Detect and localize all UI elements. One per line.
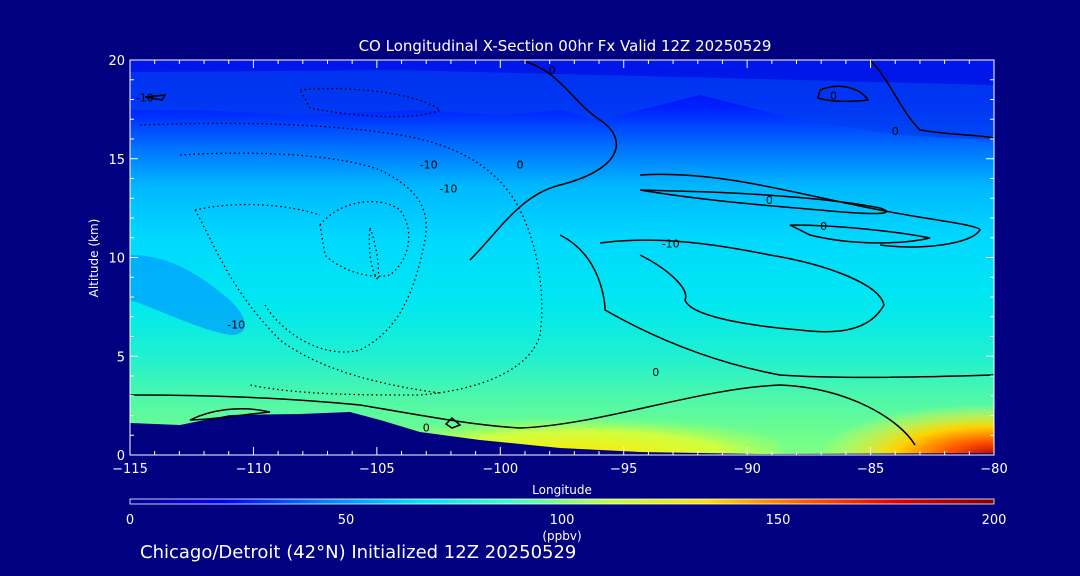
contour-line bbox=[144, 94, 167, 101]
contour-line bbox=[599, 239, 885, 333]
terrain-mask bbox=[130, 412, 994, 455]
contour-label: 0 bbox=[517, 159, 524, 172]
colorbar-tick-label: 200 bbox=[982, 513, 1007, 528]
chart-title: CO Longitudinal X-Section 00hr Fx Valid … bbox=[359, 37, 772, 55]
contour-label: 0 bbox=[423, 421, 430, 434]
y-tick-label: 10 bbox=[108, 252, 125, 267]
footer-caption: Chicago/Detroit (42°N) Initialized 12Z 2… bbox=[140, 542, 577, 563]
y-tick-label: 15 bbox=[108, 153, 125, 168]
contour-line bbox=[130, 384, 916, 446]
contour-line bbox=[639, 173, 981, 248]
co-field-top-band bbox=[130, 60, 994, 85]
contour-label: -10 bbox=[227, 319, 245, 332]
colorbar-tick-label: 0 bbox=[126, 513, 134, 528]
x-tick-label: −100 bbox=[482, 462, 518, 477]
contour-line bbox=[559, 234, 994, 379]
colorbar-units: (ppbv) bbox=[542, 529, 581, 543]
y-axis-label: Altitude (km) bbox=[87, 219, 101, 298]
x-tick-label: −95 bbox=[610, 462, 637, 477]
contour-line bbox=[789, 224, 931, 244]
contour-label: 0 bbox=[766, 194, 773, 207]
contour-line bbox=[179, 152, 427, 353]
colorbar-tick-label: 100 bbox=[550, 513, 575, 528]
contour-label: -10 bbox=[136, 92, 154, 105]
contour-label: -10 bbox=[662, 238, 680, 251]
colorbar-tick-label: 50 bbox=[338, 513, 355, 528]
x-tick-label: −85 bbox=[857, 462, 884, 477]
contour-line bbox=[469, 60, 618, 261]
co-field-low-pocket bbox=[130, 255, 245, 335]
colorbar bbox=[129, 498, 995, 505]
co-field-upper-band bbox=[130, 60, 994, 140]
contour-label: 0 bbox=[892, 125, 899, 138]
y-tick-label: 5 bbox=[117, 350, 125, 365]
y-axis: 0 5 10 15 20 bbox=[108, 54, 994, 464]
contour-line bbox=[444, 416, 462, 429]
contour-label: 0 bbox=[820, 220, 827, 233]
contour-lines bbox=[130, 60, 994, 446]
x-tick-label: −90 bbox=[733, 462, 760, 477]
contour-label: -10 bbox=[420, 159, 438, 172]
x-tick-label: −110 bbox=[236, 462, 272, 477]
contour-line bbox=[869, 60, 994, 139]
colorbar-ticks: 0 50 100 150 200 bbox=[126, 513, 1007, 528]
y-tick-label: 0 bbox=[117, 449, 125, 464]
x-tick-label: −80 bbox=[980, 462, 1007, 477]
x-axis-label: Longitude bbox=[532, 483, 592, 497]
contour-line bbox=[189, 408, 271, 421]
contour-line bbox=[368, 225, 380, 282]
contour-line bbox=[194, 209, 441, 394]
y-tick-label: 20 bbox=[108, 54, 125, 69]
colorbar-tick-label: 150 bbox=[766, 513, 791, 528]
negative-contours bbox=[139, 88, 543, 396]
contour-line bbox=[298, 88, 442, 118]
x-tick-label: −115 bbox=[112, 462, 148, 477]
x-axis: −115 −110 −105 −100 −95 −90 −85 −80 bbox=[112, 60, 1008, 477]
contour-label: -10 bbox=[439, 182, 457, 195]
contour-line bbox=[194, 203, 321, 216]
contour-label: 0 bbox=[830, 90, 837, 103]
contour-label: 0 bbox=[549, 64, 556, 77]
contour-line bbox=[639, 189, 887, 215]
contour-line bbox=[817, 85, 870, 103]
x-tick-label: −105 bbox=[359, 462, 395, 477]
contour-label: 0 bbox=[652, 366, 659, 379]
contour-line bbox=[319, 200, 410, 277]
